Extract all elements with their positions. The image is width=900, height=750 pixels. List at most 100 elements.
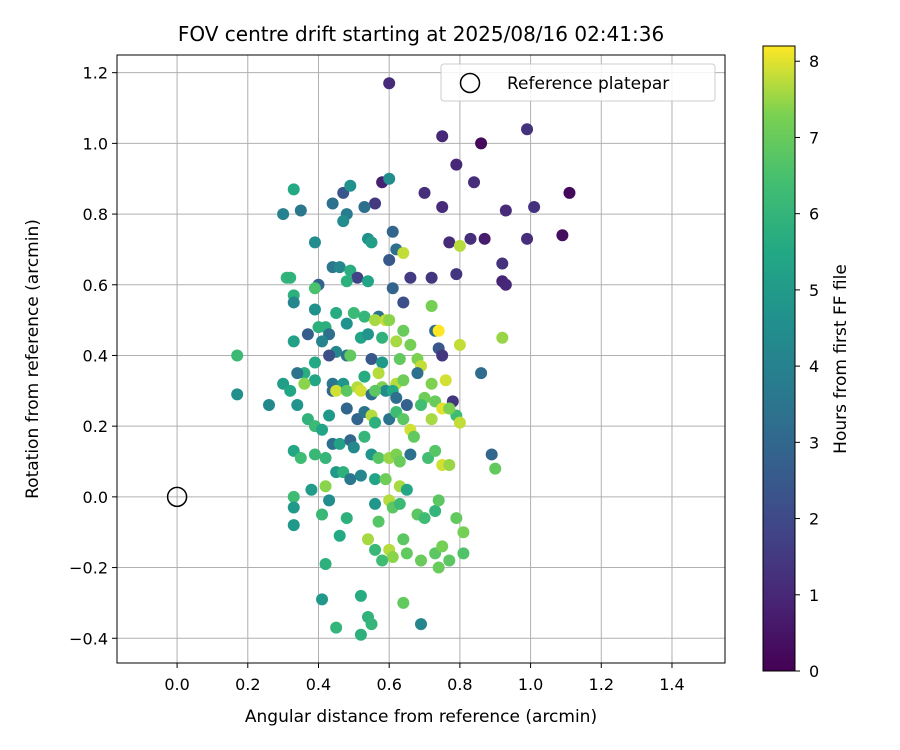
data-point bbox=[284, 271, 297, 284]
legend-marker-icon bbox=[459, 72, 481, 94]
colorbar-tick-label: 1 bbox=[809, 586, 819, 605]
data-point bbox=[528, 201, 541, 213]
data-point bbox=[316, 508, 329, 521]
data-point bbox=[231, 349, 244, 362]
data-point bbox=[496, 257, 509, 270]
data-point bbox=[453, 338, 466, 351]
data-point bbox=[369, 473, 382, 486]
reference-platepar-marker bbox=[166, 486, 188, 508]
data-point bbox=[326, 197, 339, 210]
data-point bbox=[312, 321, 325, 334]
x-axis-ticks: 0.0 0.2 0.4 0.6 0.8 1.0 1.2 1.4 bbox=[164, 663, 685, 694]
x-tick-label: 1.4 bbox=[659, 675, 684, 694]
data-point bbox=[563, 186, 576, 199]
data-point bbox=[376, 554, 389, 567]
data-point bbox=[443, 402, 456, 415]
y-tick-label: 0.2 bbox=[83, 417, 108, 436]
data-point bbox=[457, 547, 470, 560]
data-point bbox=[323, 409, 336, 422]
colorbar-tick-label: 2 bbox=[809, 510, 819, 529]
data-point bbox=[354, 628, 367, 641]
data-point bbox=[344, 179, 357, 192]
data-point bbox=[397, 596, 410, 609]
data-point bbox=[330, 307, 343, 320]
data-point bbox=[294, 451, 307, 464]
data-point bbox=[287, 490, 300, 503]
data-point bbox=[319, 480, 332, 493]
data-point bbox=[369, 497, 382, 510]
data-point bbox=[521, 232, 534, 245]
data-point bbox=[369, 197, 382, 210]
data-point bbox=[464, 232, 477, 245]
x-tick-label: 0.8 bbox=[447, 675, 472, 694]
y-tick-label: 0.4 bbox=[83, 346, 108, 365]
data-point bbox=[340, 512, 353, 525]
data-point bbox=[443, 459, 456, 472]
x-tick-label: 1.2 bbox=[589, 675, 614, 694]
data-point bbox=[475, 367, 488, 380]
data-point bbox=[323, 349, 336, 362]
data-point bbox=[333, 261, 346, 274]
data-point bbox=[372, 451, 385, 464]
data-point bbox=[365, 618, 378, 631]
data-point bbox=[436, 201, 449, 213]
data-point bbox=[369, 543, 382, 556]
data-point bbox=[287, 296, 300, 309]
data-point bbox=[397, 246, 410, 259]
data-point bbox=[287, 519, 300, 532]
data-point bbox=[344, 473, 357, 486]
data-point bbox=[379, 473, 392, 486]
x-tick-label: 1.0 bbox=[518, 675, 543, 694]
data-point bbox=[397, 533, 410, 546]
y-tick-label: 0.8 bbox=[83, 205, 108, 224]
legend-box bbox=[440, 63, 716, 102]
data-point bbox=[319, 558, 332, 571]
colorbar-tick-label: 4 bbox=[809, 357, 819, 376]
data-point bbox=[468, 176, 481, 189]
colorbar-gradient bbox=[762, 45, 796, 672]
colorbar-tick-label: 7 bbox=[809, 128, 819, 147]
x-tick-label: 0.4 bbox=[306, 675, 331, 694]
data-point bbox=[499, 278, 512, 291]
y-axis-ticks: −0.4 −0.2 0.0 0.2 0.4 0.6 0.8 1.0 1.2 bbox=[69, 64, 117, 648]
data-point bbox=[383, 77, 396, 90]
data-point bbox=[386, 550, 399, 563]
data-point bbox=[436, 540, 449, 553]
data-point bbox=[305, 483, 318, 496]
data-point bbox=[308, 448, 321, 461]
data-point bbox=[287, 183, 300, 196]
data-point bbox=[333, 437, 346, 450]
data-point bbox=[354, 589, 367, 602]
data-point bbox=[372, 515, 385, 528]
data-point bbox=[383, 314, 396, 327]
data-point bbox=[291, 398, 304, 411]
colorbar-ticks: 0 1 2 3 4 5 6 7 8 bbox=[795, 52, 819, 681]
chart-title: FOV centre drift starting at 2025/08/16 … bbox=[178, 22, 664, 46]
data-point bbox=[411, 367, 424, 380]
data-point bbox=[301, 328, 314, 341]
data-point bbox=[436, 130, 449, 143]
data-point bbox=[397, 296, 410, 309]
data-point bbox=[499, 204, 512, 217]
data-point bbox=[429, 505, 442, 517]
data-point bbox=[365, 236, 378, 249]
data-point bbox=[231, 388, 244, 401]
data-point bbox=[432, 561, 445, 574]
data-point bbox=[369, 384, 382, 397]
data-point bbox=[397, 374, 410, 387]
data-point bbox=[287, 501, 300, 514]
data-point bbox=[393, 497, 406, 510]
y-axis-label: Rotation from reference (arcmin) bbox=[23, 219, 43, 499]
data-point bbox=[361, 533, 374, 546]
data-point bbox=[400, 483, 413, 496]
colorbar: 0 1 2 3 4 5 6 7 8 Hours from first FF file bbox=[762, 45, 851, 681]
data-point bbox=[361, 275, 374, 288]
data-point bbox=[277, 208, 290, 221]
data-point bbox=[351, 271, 364, 284]
data-point bbox=[323, 494, 336, 507]
y-tick-label: 0.6 bbox=[83, 276, 108, 295]
x-tick-label: 0.0 bbox=[164, 675, 189, 694]
data-point bbox=[415, 618, 427, 631]
data-point bbox=[287, 335, 300, 348]
